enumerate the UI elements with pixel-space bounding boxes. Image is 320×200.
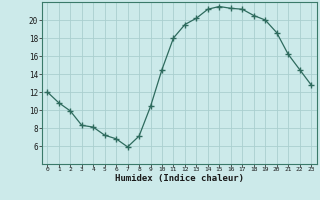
X-axis label: Humidex (Indice chaleur): Humidex (Indice chaleur): [115, 174, 244, 183]
